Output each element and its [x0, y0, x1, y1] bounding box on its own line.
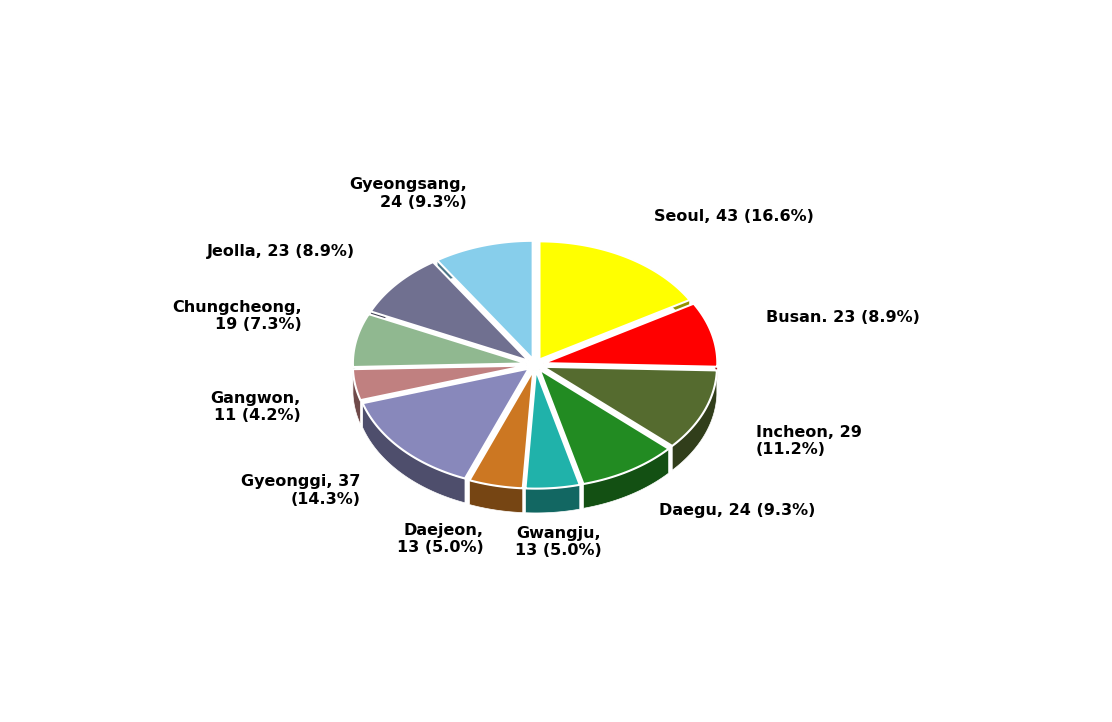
Polygon shape: [469, 480, 523, 513]
Polygon shape: [584, 449, 668, 508]
Polygon shape: [370, 262, 528, 361]
Text: Gangwon,
11 (4.2%): Gangwon, 11 (4.2%): [210, 391, 300, 423]
Text: Seoul, 43 (16.6%): Seoul, 43 (16.6%): [654, 209, 814, 225]
Polygon shape: [526, 370, 579, 489]
Polygon shape: [544, 304, 717, 367]
Text: Daegu, 24 (9.3%): Daegu, 24 (9.3%): [658, 503, 815, 518]
Polygon shape: [544, 367, 717, 446]
Polygon shape: [437, 241, 533, 284]
Text: Gwangju,
13 (5.0%): Gwangju, 13 (5.0%): [515, 526, 602, 558]
Text: Gyeongsang,
24 (9.3%): Gyeongsang, 24 (9.3%): [349, 177, 467, 209]
Text: Gyeonggi, 37
(14.3%): Gyeonggi, 37 (14.3%): [241, 474, 360, 507]
Polygon shape: [363, 369, 529, 479]
Polygon shape: [539, 370, 668, 484]
Polygon shape: [363, 403, 465, 503]
Polygon shape: [673, 370, 717, 470]
Polygon shape: [353, 369, 360, 425]
Polygon shape: [353, 365, 527, 400]
Text: Jeolla, 23 (8.9%): Jeolla, 23 (8.9%): [207, 244, 355, 259]
Polygon shape: [437, 241, 533, 359]
Polygon shape: [539, 241, 689, 324]
Text: Daejeon,
13 (5.0%): Daejeon, 13 (5.0%): [397, 523, 484, 555]
Text: Incheon, 29
(11.2%): Incheon, 29 (11.2%): [756, 425, 862, 457]
Polygon shape: [353, 314, 369, 391]
Polygon shape: [539, 241, 689, 360]
Text: Chungcheong,
19 (7.3%): Chungcheong, 19 (7.3%): [172, 300, 301, 332]
Polygon shape: [694, 304, 717, 391]
Polygon shape: [526, 484, 579, 513]
Polygon shape: [469, 370, 534, 488]
Polygon shape: [370, 262, 433, 336]
Polygon shape: [353, 314, 527, 367]
Text: Busan. 23 (8.9%): Busan. 23 (8.9%): [766, 310, 920, 325]
